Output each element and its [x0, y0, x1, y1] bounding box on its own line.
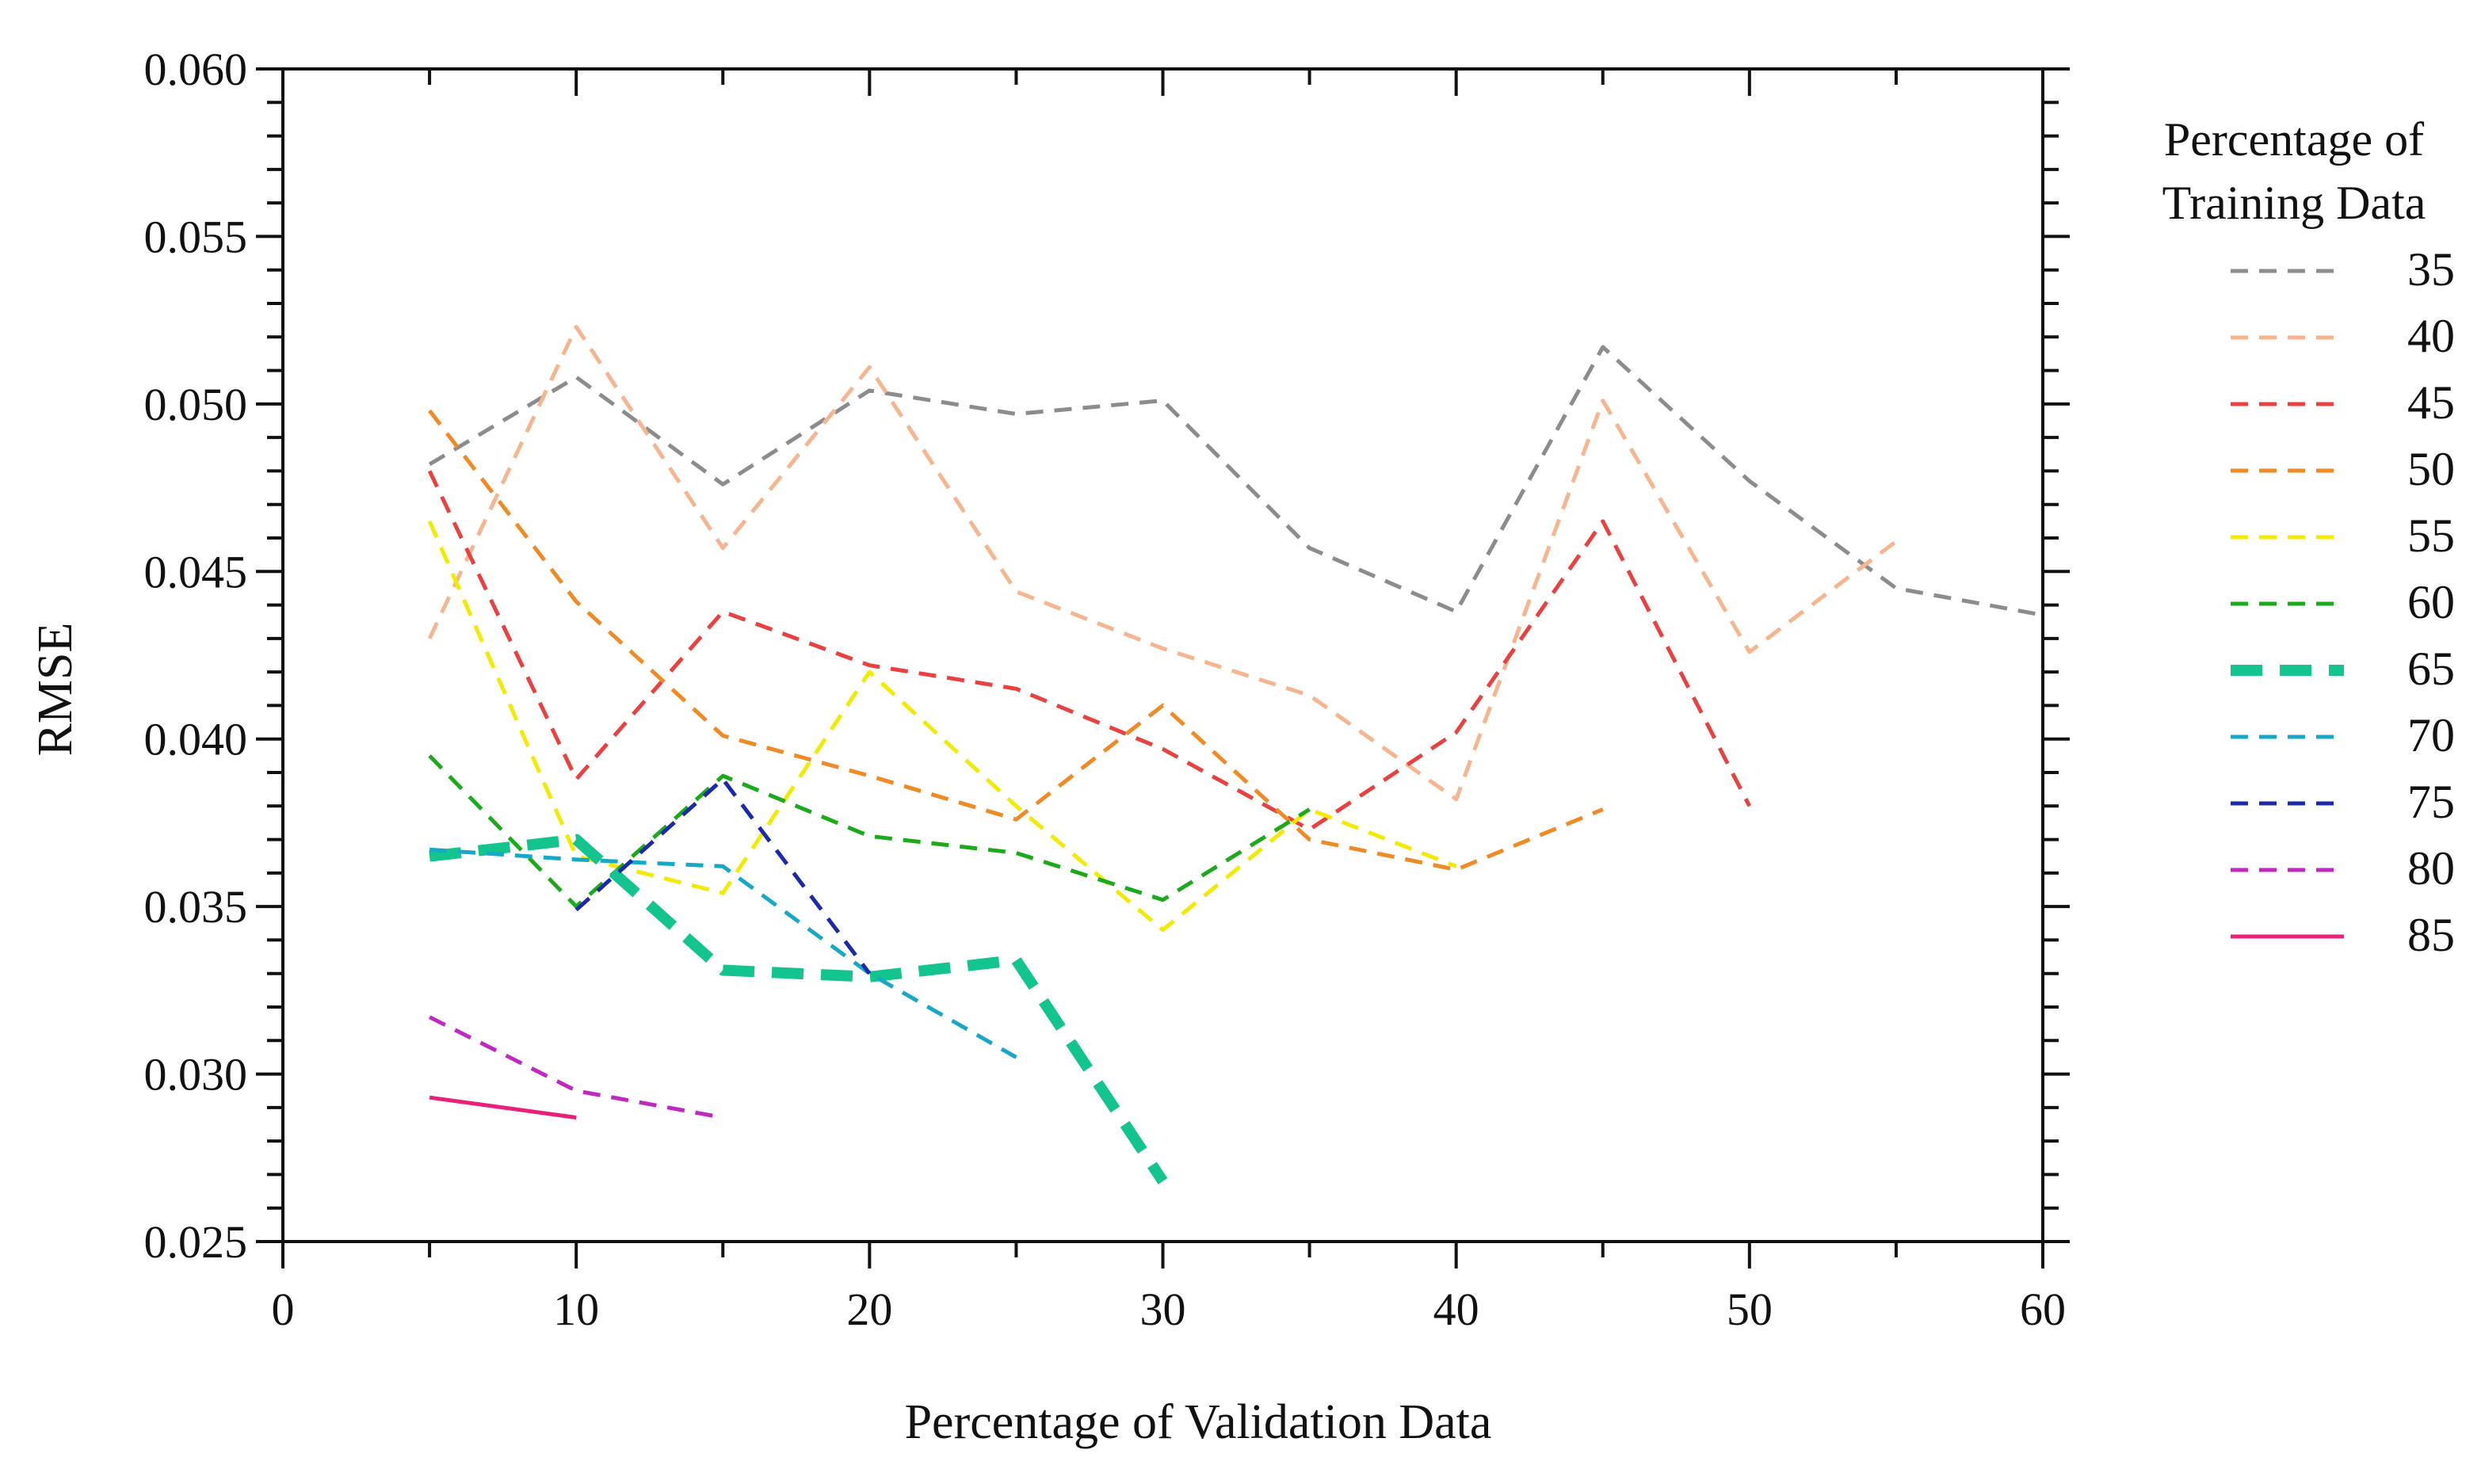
x-axis-label: Percentage of Validation Data — [905, 1395, 1492, 1449]
legend: Percentage of Training Data 35 40 45 50 55 60… — [2162, 113, 2455, 961]
y-tick-label: 0.060 — [144, 44, 248, 95]
y-tick-label: 0.050 — [144, 379, 248, 430]
legend-label-80: 80 — [2407, 842, 2455, 895]
legend-label-55: 55 — [2407, 509, 2455, 562]
x-tick-label: 60 — [2020, 1284, 2066, 1335]
legend-label-45: 45 — [2407, 376, 2455, 429]
legend-label-85: 85 — [2407, 909, 2455, 961]
y-tick-label: 0.040 — [144, 714, 248, 765]
plot-frame — [281, 67, 2044, 1243]
y-tick-label: 0.055 — [144, 211, 248, 262]
x-tick-label: 20 — [846, 1284, 892, 1335]
series-line-70 — [429, 847, 1017, 1059]
series-line-85 — [429, 1095, 577, 1120]
series-layer — [427, 325, 2044, 1185]
series-line-45 — [427, 470, 1752, 832]
y-tick-label: 0.045 — [144, 546, 248, 597]
series-line-40 — [427, 325, 1898, 802]
legend-title-line2: Training Data — [2162, 177, 2426, 229]
x-tick-label: 50 — [1727, 1284, 1773, 1335]
y-tick-label: 0.025 — [144, 1216, 248, 1268]
legend-label-35: 35 — [2407, 243, 2455, 296]
series-line-50 — [428, 409, 1604, 872]
x-tick-label: 10 — [553, 1284, 599, 1335]
legend-label-50: 50 — [2407, 443, 2455, 495]
legend-label-65: 65 — [2407, 643, 2455, 695]
legend-label-75: 75 — [2407, 776, 2455, 828]
x-tick-label: 40 — [1433, 1284, 1479, 1335]
series-line-80 — [428, 1015, 723, 1120]
legend-label-60: 60 — [2407, 576, 2455, 628]
series-line-75 — [574, 777, 872, 975]
y-tick-label: 0.030 — [144, 1049, 248, 1101]
legend-label-70: 70 — [2407, 709, 2455, 761]
y-tick-label: 0.035 — [144, 881, 248, 933]
series-line-55 — [427, 520, 1457, 933]
x-tick-label: 0 — [272, 1284, 295, 1335]
series-line-60 — [428, 754, 1311, 909]
axes-layer: 0 10 20 30 40 50 60 0.025 0.030 0.035 0.040 0.045 0.… — [144, 44, 2070, 1335]
legend-title-line1: Percentage of — [2164, 113, 2424, 166]
y-axis-label: RMSE — [29, 623, 82, 757]
series-line-35 — [428, 345, 2044, 617]
x-tick-label: 30 — [1140, 1284, 1186, 1335]
series-line-65 — [429, 834, 1168, 1185]
legend-label-40: 40 — [2407, 310, 2455, 362]
